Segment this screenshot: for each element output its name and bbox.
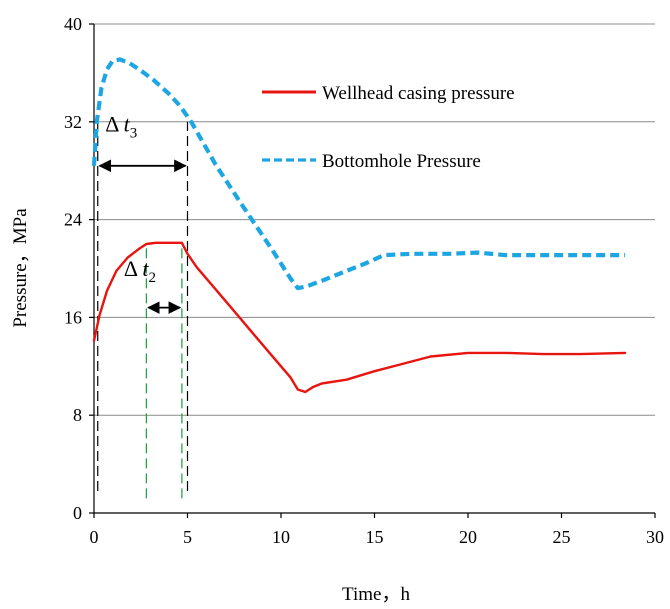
x-tick-label-30: 30 (646, 527, 664, 547)
interval-label-delta-t2: Δ t2 (124, 256, 156, 286)
x-tick-label-10: 10 (272, 527, 290, 547)
x-tick-label-5: 5 (183, 527, 192, 547)
x-tick-labels: 0 5 10 15 20 25 30 (90, 527, 665, 547)
legend-label-wellhead: Wellhead casing pressure (322, 83, 515, 104)
x-tick-label-25: 25 (553, 527, 571, 547)
y-tick-labels: 0 8 16 24 32 40 (64, 14, 82, 523)
y-axis-title: Pressure，MPa (10, 208, 31, 328)
x-tick-label-15: 15 (366, 527, 384, 547)
interval-annotations: Δ t3 Δ t2 (98, 112, 187, 314)
x-tick-label-0: 0 (90, 527, 99, 547)
series-lines (91, 57, 627, 394)
y-tick-label-32: 32 (64, 112, 82, 132)
interval-label-delta-t3: Δ t3 (105, 112, 137, 142)
series-line-wellhead-casing-pressure (92, 241, 627, 394)
guide-lines (97, 121, 189, 499)
axes (89, 23, 656, 518)
y-tick-label-40: 40 (64, 14, 82, 34)
y-tick-label-0: 0 (73, 503, 82, 523)
x-tick-label-20: 20 (459, 527, 477, 547)
legend: Wellhead casing pressure Bottomhole Pres… (262, 83, 515, 172)
legend-label-bottomhole: Bottomhole Pressure (322, 151, 481, 172)
y-tick-label-16: 16 (64, 307, 82, 327)
y-tick-label-24: 24 (64, 210, 82, 230)
x-axis-title: Time，h (342, 584, 410, 605)
y-tick-label-8: 8 (73, 405, 82, 425)
series-line-bottomhole-pressure (91, 57, 626, 291)
